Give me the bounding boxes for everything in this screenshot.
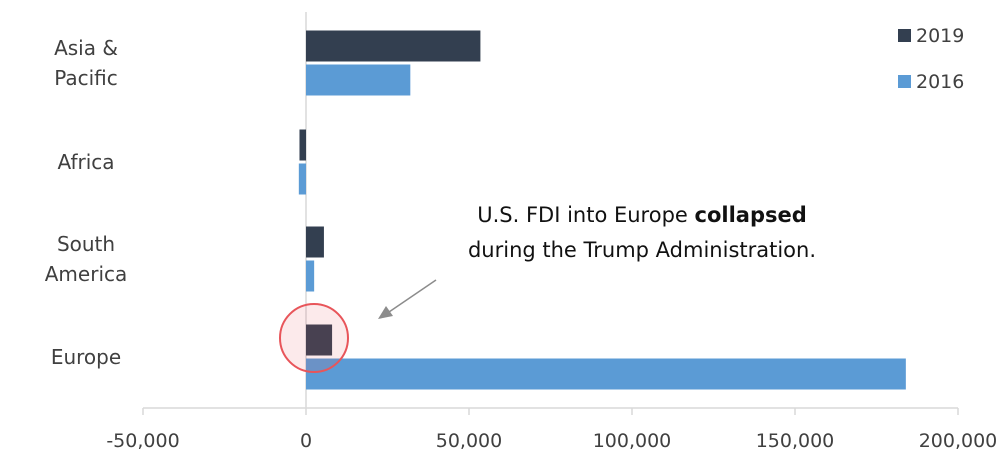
category-label: Pacific [54, 66, 118, 90]
category-label: Europe [51, 345, 121, 369]
legend-swatch-2019 [898, 29, 911, 42]
bar-layer [298, 30, 906, 390]
x-tick-label: 150,000 [756, 430, 835, 452]
legend-label-2016: 2016 [916, 71, 964, 93]
bar-2016 [298, 163, 306, 195]
category-label-layer: Asia & Pacific Africa South America Europe [45, 36, 128, 369]
bar-2016 [306, 260, 315, 292]
x-tick-label: 0 [300, 430, 312, 452]
annotation-arrow-head [378, 306, 393, 319]
x-tick-label: -50,000 [106, 430, 179, 452]
x-tick-label: 50,000 [436, 430, 502, 452]
annotation-line-2: during the Trump Administration. [468, 238, 816, 262]
annotation-line-1-prefix: U.S. FDI into Europe [477, 203, 694, 227]
legend-swatch-2016 [898, 75, 911, 88]
legend: 2019 2016 [898, 25, 964, 93]
bar-2016 [306, 358, 906, 390]
category-label: America [45, 262, 128, 286]
annotation: U.S. FDI into Europe collapsed during th… [279, 203, 816, 373]
category-label: South [57, 232, 115, 256]
x-tick-label: 200,000 [919, 430, 998, 452]
legend-label-2019: 2019 [916, 25, 964, 47]
axis-layer: -50,000 0 50,000 100,000 150,000 200,000 [106, 12, 997, 452]
category-label: Africa [57, 150, 114, 174]
annotation-line-1: U.S. FDI into Europe collapsed [477, 203, 807, 227]
highlight-circle [279, 303, 349, 373]
annotation-arrow-line [388, 279, 437, 313]
annotation-line-1-bold: collapsed [695, 203, 807, 227]
bar-2019 [306, 30, 481, 62]
bar-2019 [306, 324, 333, 356]
x-tick-label: 100,000 [593, 430, 672, 452]
bar-2019 [306, 226, 324, 258]
category-label: Asia & [54, 36, 118, 60]
bar-2016 [306, 64, 411, 96]
bar-2019 [299, 129, 306, 161]
